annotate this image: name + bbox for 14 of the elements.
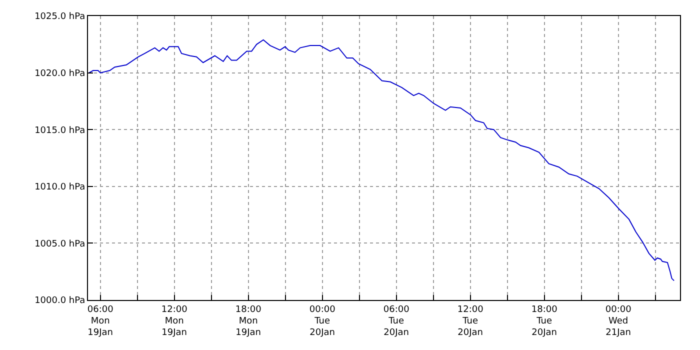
x-tick-label: 00:00 Tue 20Jan	[309, 304, 336, 338]
x-tick-label: 06:00 Mon 19Jan	[87, 304, 114, 338]
y-tick-label: 1025.0 hPa	[34, 12, 86, 22]
y-tick-label: 1010.0 hPa	[34, 182, 86, 193]
y-tick-label: 1015.0 hPa	[34, 126, 86, 136]
y-tick-label: 1005.0 hPa	[34, 239, 86, 250]
x-tick-label: 06:00 Tue 20Jan	[383, 304, 410, 338]
x-tick-label: 12:00 Mon 19Jan	[161, 304, 188, 338]
x-tick-label: 12:00 Tue 20Jan	[457, 304, 484, 338]
x-tick-label: 00:00 Wed 21Jan	[605, 304, 632, 338]
x-tick-label: 18:00 Mon 19Jan	[235, 304, 262, 338]
y-tick-label: 1020.0 hPa	[34, 68, 86, 79]
x-tick-label: 18:00 Tue 20Jan	[531, 304, 558, 338]
y-tick-label: 1000.0 hPa	[34, 296, 86, 306]
